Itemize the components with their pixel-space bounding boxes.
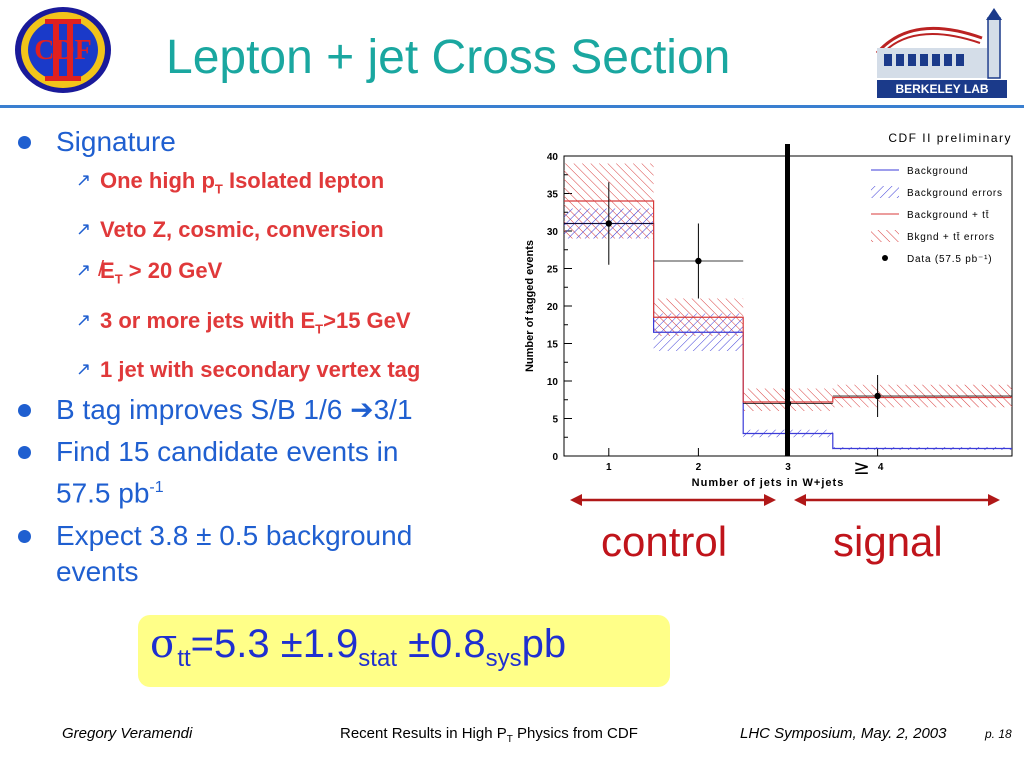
sub-bullet-vertex-tag: ↗ 1 jet with secondary vertex tag (18, 349, 518, 390)
cross-section-result: σtt=5.3 ±1.9stat ±0.8syspb (150, 621, 567, 672)
cdf-logo-text: CDF (34, 35, 92, 66)
footer-page-number: p. 18 (985, 727, 1012, 741)
y-axis-label: Number of tagged events (524, 240, 536, 372)
arrow-up-right-icon: ↗ (76, 260, 92, 281)
y-tick-label: 5 (552, 415, 558, 426)
berkeley-lab-logo: BERKELEY LAB (875, 8, 1007, 98)
y-tick-label: 10 (547, 377, 559, 388)
background-plus-tt-histogram (564, 200, 1012, 403)
bullet-dot-icon (18, 136, 31, 149)
footer-author: Gregory Veramendi (62, 725, 193, 742)
legend-entry: Background errors (907, 188, 1003, 199)
signal-label: signal (833, 518, 943, 565)
control-signal-divider (785, 144, 790, 456)
legend-entry: Background (907, 166, 968, 177)
y-tick-label: 15 (547, 340, 559, 351)
legend-entry: Bkgnd + tt̄ errors (907, 231, 995, 243)
x-tick-label: 4 (878, 462, 884, 473)
cross-section-result-box: σtt=5.3 ±1.9stat ±0.8syspb (138, 615, 670, 687)
y-tick-label: 30 (547, 227, 559, 238)
legend-entry: Data (57.5 pb⁻¹) (907, 254, 992, 265)
sub-bullet-jets: ↗ 3 or more jets with ET>15 GeV (18, 300, 518, 349)
geq-symbol: ≥ (853, 455, 870, 479)
x-tick-label: 2 (696, 462, 702, 473)
berkeley-lab-text: BERKELEY LAB (895, 82, 988, 96)
y-tick-label: 0 (552, 452, 558, 463)
y-tick-label: 40 (547, 152, 559, 163)
bullet-signature: Signature (18, 124, 518, 160)
footer-venue: LHC Symposium, May. 2, 2003 (740, 725, 947, 742)
bullet-btag: B tag improves S/B 1/6 ➔3/1 (18, 392, 518, 428)
legend-data-swatch (882, 255, 888, 261)
bullet-dot-icon (18, 404, 31, 418)
legend-background-errors-swatch (871, 186, 899, 198)
footer-talk-title: Recent Results in High PT Physics from C… (340, 725, 638, 745)
bullet-list: Signature ↗ One high pT Isolated lepton … (18, 124, 518, 590)
sub-bullet-lepton: ↗ One high pT Isolated lepton (18, 160, 518, 209)
bullet-background: Expect 3.8 ± 0.5 background events (18, 518, 518, 590)
x-tick-label: 1 (606, 462, 612, 473)
y-tick-label: 20 (547, 302, 559, 313)
legend-bkgnd-tt-errors-swatch (871, 230, 899, 242)
arrow-up-right-icon: ↗ (76, 170, 92, 190)
data-point (874, 392, 881, 400)
slide-title: Lepton + jet Cross Section (166, 31, 731, 84)
bullet-dot-icon (18, 446, 31, 460)
title-divider (0, 105, 1024, 108)
data-point (695, 257, 702, 265)
bullet-candidates: Find 15 candidate events in 57.5 pb-1 (18, 434, 518, 511)
y-tick-label: 25 (547, 265, 559, 276)
cdf-logo: CDF (15, 7, 111, 93)
data-point (605, 220, 612, 227)
x-axis-label: Number of jets in W+jets (692, 477, 845, 489)
sub-bullet-veto: ↗ Veto Z, cosmic, conversion (18, 209, 518, 250)
bullet-dot-icon (18, 529, 31, 543)
sub-bullet-met: ↗ / ET > 20 GeV (18, 250, 518, 299)
legend-entry: Background + tt̄ (907, 209, 989, 221)
x-tick-label: 3 (785, 462, 791, 473)
chart-title: CDF II preliminary (888, 131, 1012, 145)
arrow-up-right-icon: ↗ (76, 219, 92, 240)
tagged-events-chart: CDF II preliminary 0 5 10 15 20 25 30 35 40 1 2 3 4 ≥ N… (524, 131, 1013, 489)
arrow-up-right-icon: ↗ (76, 359, 92, 380)
range-arrows (570, 494, 1000, 506)
control-label: control (601, 518, 728, 565)
arrow-up-right-icon: ↗ (76, 309, 92, 330)
y-tick-label: 35 (547, 190, 559, 201)
